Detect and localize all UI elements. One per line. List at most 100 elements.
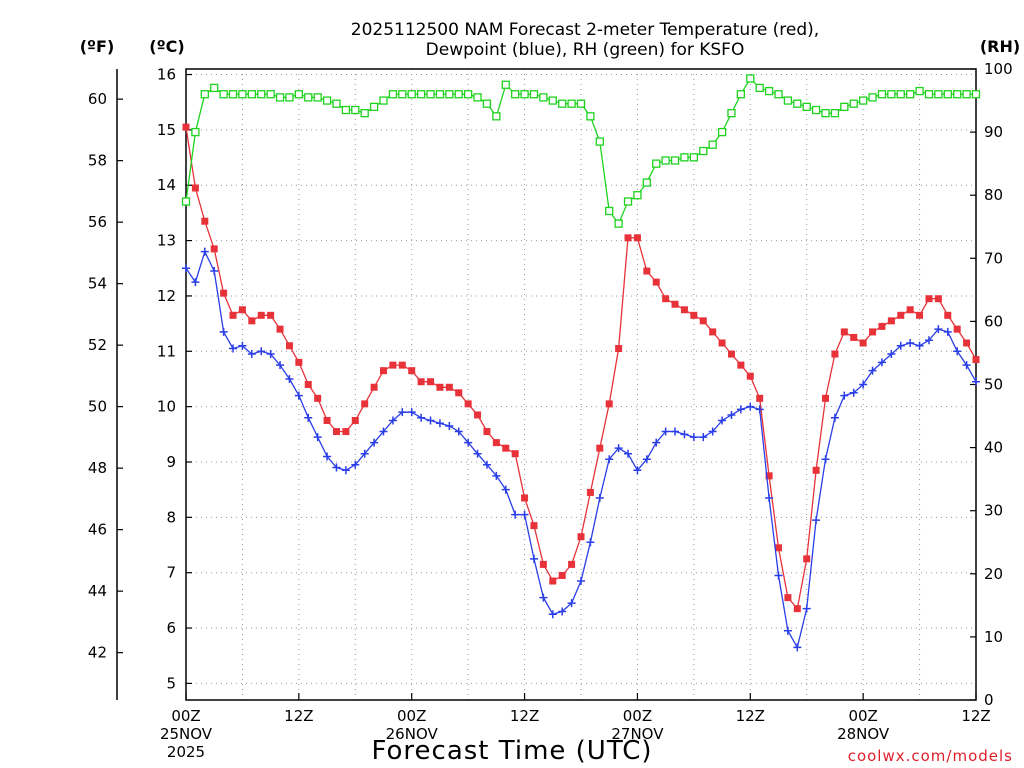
dewpoint-point [661,427,670,436]
temperature-point [549,577,557,585]
x-tick-label: 00Z [623,707,652,725]
x-tick-label: 00Z [848,707,877,725]
dewpoint-point [840,391,849,400]
dewpoint-point [614,444,623,453]
rh-point [529,90,539,99]
temperature-point [699,317,707,325]
temperature-point [285,342,293,350]
temperature-point [793,605,801,613]
rh-point [181,197,191,206]
rh-point [191,127,200,137]
temperature-point [483,428,491,436]
dewpoint-point [671,427,680,436]
axes-layer: 5678910111213141516424446485052545658600… [88,60,1013,761]
rh-point [238,90,247,99]
rh-point [463,90,473,99]
rh-point [539,93,548,102]
celsius-tick-label: 15 [157,121,176,139]
dewpoint-point [972,377,980,386]
rh-point [586,112,595,121]
rh-tick-label: 0 [984,691,994,709]
temperature-point [765,472,773,480]
x-tick-label: 12Z [736,707,765,725]
dewpoint-point [830,413,839,422]
rh-point [934,90,943,99]
x-axis-title: Forecast Time (UTC) [371,736,652,766]
temperature-point [521,494,529,502]
temperature-point [502,444,510,452]
temperature-point [718,339,726,347]
temperature-point [295,358,303,366]
rh-point [699,146,708,156]
temperature-point [840,328,848,336]
temperature-point [568,560,576,568]
rh-tick-label: 70 [984,249,1003,267]
temperature-point [803,555,811,563]
temperature-point [869,328,877,336]
temperature-point [257,311,265,319]
dewpoint-point [953,347,962,356]
x-tick-label: 12Z [510,707,539,725]
dewpoint-point [680,430,689,439]
dewpoint-point [802,604,811,613]
dewpoint-point [492,471,501,480]
dewpoint-point [454,427,463,436]
temperature-point [916,311,924,319]
rh-point [680,153,689,162]
rh-point [670,156,680,165]
rh-point [200,90,209,99]
rh-point [906,90,915,99]
fahrenheit-tick-label: 52 [88,336,107,354]
dewpoint-point [915,341,924,350]
dewpoint-point [577,576,585,585]
dewpoint-point [774,571,783,580]
rh-point [595,137,604,146]
x-date-label: 25NOV [160,725,213,743]
dewpoint-point [868,366,877,375]
rh-point [840,102,849,112]
temperature-point [925,295,933,303]
rh-point [416,90,426,99]
rh-point [426,90,435,99]
temperature-point [417,378,425,386]
dewpoint-point [652,438,661,447]
celsius-tick-label: 12 [157,287,176,305]
dewpoint-point [464,438,473,447]
temperature-point [492,439,500,447]
rh-point [275,93,285,102]
celsius-tick-label: 6 [166,619,176,637]
temperature-point [342,428,350,436]
dewpoint-point [755,405,764,414]
rh-point [228,90,238,99]
rh-point [953,90,962,99]
rh-point [633,191,642,200]
rh-tick-label: 30 [984,502,1003,520]
rh-tick-label: 90 [984,123,1003,141]
dewpoint-point [849,388,858,397]
dewpoint-point [887,350,896,359]
rh-tick-label: 60 [984,312,1003,330]
temperature-point [398,361,406,369]
dewpoint-point [896,341,905,350]
temperature-point [709,328,717,336]
fahrenheit-tick-label: 58 [88,152,107,170]
temperature-point [436,383,444,391]
dewpoint-point [689,433,698,442]
temperature-point [934,295,942,303]
rh-point [605,206,614,216]
temperature-point [201,217,209,225]
dewpoint-point [445,422,454,431]
rh-point [492,112,501,121]
dewpoint-point [558,607,567,616]
fahrenheit-tick-label: 44 [88,582,107,600]
rh-point [501,80,510,89]
grid-layer [186,69,976,700]
rh-point [482,99,492,108]
dewpoint-point [539,593,548,602]
temperature-point [558,571,566,579]
dewpoint-point [793,643,802,652]
dewpoint-point [426,416,435,425]
temperature-point [248,317,256,325]
rh-point [764,86,774,96]
dewpoint-point [379,427,388,436]
